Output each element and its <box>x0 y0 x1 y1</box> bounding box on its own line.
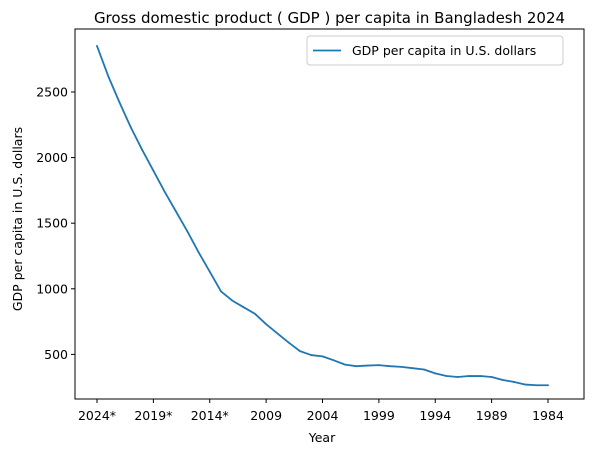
x-tick-label-2014-proj: 2014* <box>191 408 229 423</box>
data-points <box>96 45 549 387</box>
x-tick-label-2024-proj: 2024* <box>78 408 116 423</box>
data-point-2002 <box>344 363 346 366</box>
data-point-2018-proj <box>163 190 166 193</box>
data-point-2017-proj <box>175 210 177 213</box>
data-point-2000 <box>366 364 369 367</box>
data-point-1995 <box>423 368 425 371</box>
data-point-2013 <box>220 290 222 293</box>
data-point-1986 <box>524 383 527 386</box>
data-point-2007 <box>287 341 290 344</box>
data-point-2004 <box>321 355 324 358</box>
series-line <box>96 45 549 387</box>
x-tick-label-2019-proj: 2019* <box>134 408 172 423</box>
data-point-2011 <box>242 306 245 309</box>
data-point-2014-proj <box>208 270 211 273</box>
data-point-1989 <box>490 376 493 378</box>
x-tick-label-1994: 1994 <box>419 408 451 423</box>
y-tick-label-2000: 2000 <box>36 150 68 165</box>
y-tick-label-1000: 1000 <box>36 281 68 296</box>
chart-title: Gross domestic product ( GDP ) per capit… <box>94 9 565 27</box>
x-tick-label-1999: 1999 <box>363 408 395 423</box>
data-point-2009 <box>265 323 268 326</box>
data-point-2008 <box>276 332 279 335</box>
data-point-1992 <box>456 376 459 378</box>
data-point-1990 <box>479 375 482 377</box>
data-point-1994 <box>434 372 437 375</box>
data-point-2021-proj <box>129 126 132 129</box>
x-tick-label-1984: 1984 <box>532 408 564 423</box>
data-point-2024-proj <box>96 45 98 47</box>
data-point-1987 <box>513 381 516 383</box>
legend: GDP per capita in U.S. dollars <box>306 35 564 66</box>
x-axis-ticks: 2024* 2019* 2014* 2009 2004 1999 1994 1989 1984 <box>78 399 564 423</box>
data-point-1988 <box>502 379 504 381</box>
x-axis-label: Year <box>308 430 336 445</box>
data-point-1991 <box>468 375 470 377</box>
data-point-2001 <box>355 365 358 368</box>
data-point-2019-proj <box>152 169 155 172</box>
data-point-2015-proj <box>197 251 200 253</box>
data-point-2010 <box>253 312 256 315</box>
x-tick-label-1989: 1989 <box>476 408 508 423</box>
y-axis-ticks: 500 1000 1500 2000 2500 <box>36 84 75 362</box>
data-point-2005 <box>310 354 313 356</box>
plot-area <box>74 28 585 400</box>
data-point-1998 <box>389 365 392 368</box>
plot-frame <box>74 28 585 400</box>
y-tick-label-2500: 2500 <box>36 84 68 99</box>
data-point-2006 <box>299 350 301 353</box>
data-point-2012 <box>231 299 234 302</box>
data-point-2016-proj <box>186 230 189 232</box>
data-point-2022-proj <box>118 101 121 104</box>
y-tick-label-500: 500 <box>44 347 68 362</box>
y-axis-label: GDP per capita in U.S. dollars <box>10 127 25 311</box>
data-point-1999 <box>377 364 380 367</box>
data-point-1997 <box>400 365 403 368</box>
data-point-1984 <box>547 384 549 387</box>
data-point-2020-proj <box>141 148 144 151</box>
data-point-1993 <box>445 375 448 377</box>
y-tick-label-1500: 1500 <box>36 216 68 231</box>
x-tick-label-2009: 2009 <box>250 408 282 423</box>
legend-label: GDP per capita in U.S. dollars <box>352 43 536 58</box>
data-point-2003 <box>332 359 335 362</box>
x-tick-label-2004: 2004 <box>307 408 339 423</box>
legend-box <box>306 35 564 66</box>
data-point-1985 <box>535 384 538 387</box>
data-point-1996 <box>411 367 414 370</box>
data-point-2023-proj <box>107 75 110 78</box>
